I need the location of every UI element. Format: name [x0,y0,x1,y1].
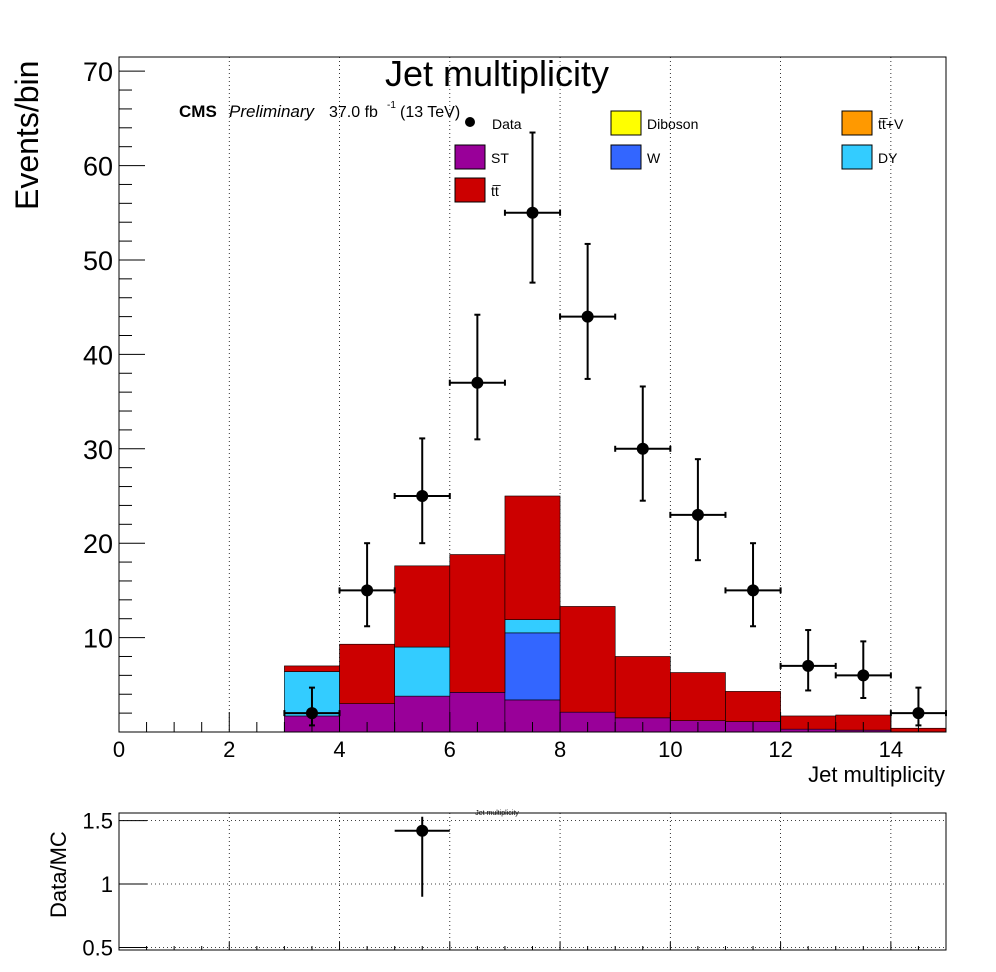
data-point [779,629,837,692]
y-tick-label: 60 [83,152,113,182]
hist-bar-tt [394,565,451,648]
data-marker [471,376,484,389]
x-tick-label: 0 [113,737,125,762]
data-points [283,131,947,727]
hist-bar-w [504,632,561,701]
data-marker [581,310,594,323]
legend: Data Diboson tt̅+V ST W DY tt̅ [454,110,904,203]
ratio-point [394,816,450,897]
luminosity-exponent: -1 [387,100,396,111]
y-tick-label: 20 [83,529,113,559]
ratio-marker [416,824,429,837]
data-point [614,385,672,502]
legend-label: Diboson [647,116,698,132]
legend-label: ST [491,150,509,166]
data-point [338,542,396,628]
data-point [393,437,451,545]
data-marker [526,206,539,219]
legend-label: tt̅+V [878,116,904,132]
legend-marker [465,117,475,127]
legend-swatch [454,177,486,203]
y-tick-label: 70 [83,57,113,87]
legend-item: W [610,144,661,170]
x-tick-label: 6 [444,737,456,762]
x-tick-label: 12 [768,737,792,762]
cms-label: CMS Preliminary 37.0 fb -1 (13 TeV) [179,100,460,121]
hist-bar-tt [614,656,671,719]
legend-item: tt̅+V [841,110,904,136]
data-point [283,686,341,727]
legend-swatch [610,110,642,136]
legend-swatch [454,144,486,170]
chart-title: Jet multiplicity [385,53,609,94]
x-tick-label: 2 [223,737,235,762]
hist-bar-dy [504,619,561,634]
x-tick-label: 14 [879,737,903,762]
x-axis-title: Jet multiplicity [808,762,945,787]
legend-swatch [841,144,873,170]
legend-label: tt̅ [491,183,502,199]
data-marker [361,584,374,597]
x-tick-label: 8 [554,737,566,762]
preliminary-text: Preliminary [229,102,316,121]
x-tick-label: 4 [333,737,345,762]
data-point [503,131,562,284]
legend-item: DY [841,144,898,170]
legend-swatch [610,144,642,170]
data-point [559,242,617,380]
y-tick-label: 10 [83,624,113,654]
data-point [724,542,782,628]
hist-bar-tt [725,691,781,722]
hist-bar-dy [394,646,451,697]
legend-label: W [647,150,661,166]
hist-bar-tt [339,643,395,704]
cms-text: CMS [179,102,217,121]
hist-bar-tt [559,606,616,713]
data-marker [636,442,649,455]
ratio-gridlines [119,813,946,950]
data-point [669,458,727,562]
data-marker [416,489,429,502]
data-marker [691,508,704,521]
ratio-axes: 0.5 1 1.5 [82,809,947,960]
ratio-y-tick-label: 0.5 [82,935,113,960]
main-vertical-gridlines [228,57,892,732]
ratio-plot-frame [118,812,947,951]
hist-bar-tt [504,495,561,620]
ratio-y-axis-title: Data/MC [46,831,71,918]
legend-label: Data [492,116,522,132]
legend-item: Diboson [610,110,698,136]
legend-swatch [841,110,873,136]
stacked-histograms [284,495,947,733]
hist-bar-tt [449,554,506,693]
data-marker [857,669,870,682]
hist-bar-tt [284,665,340,672]
x-tick-label: 10 [658,737,682,762]
y-axis-title: Events/bin [9,61,45,210]
legend-item: ST [454,144,509,170]
ratio-points [394,816,450,897]
ratio-title: Jet multiplicity [475,810,519,817]
ratio-y-tick-label: 1 [101,872,113,897]
data-point [889,686,947,727]
legend-label: DY [878,150,898,166]
data-marker [305,707,318,720]
y-tick-label: 50 [83,246,113,276]
data-point [834,640,892,700]
ratio-y-tick-label: 1.5 [82,809,113,834]
luminosity-text: 37.0 fb [329,104,378,121]
data-marker [747,584,760,597]
legend-item: tt̅ [454,177,502,203]
energy-text: (13 TeV) [400,104,460,121]
y-tick-label: 30 [83,435,113,465]
hist-bar-tt [670,672,726,721]
data-marker [802,659,815,672]
data-point [448,313,506,441]
y-tick-label: 40 [83,340,113,370]
data-marker [912,707,925,720]
legend-item: Data [465,116,522,132]
main-axes: 10 20 30 40 50 60 70 0 2 4 6 8 10 12 14 [83,57,947,762]
